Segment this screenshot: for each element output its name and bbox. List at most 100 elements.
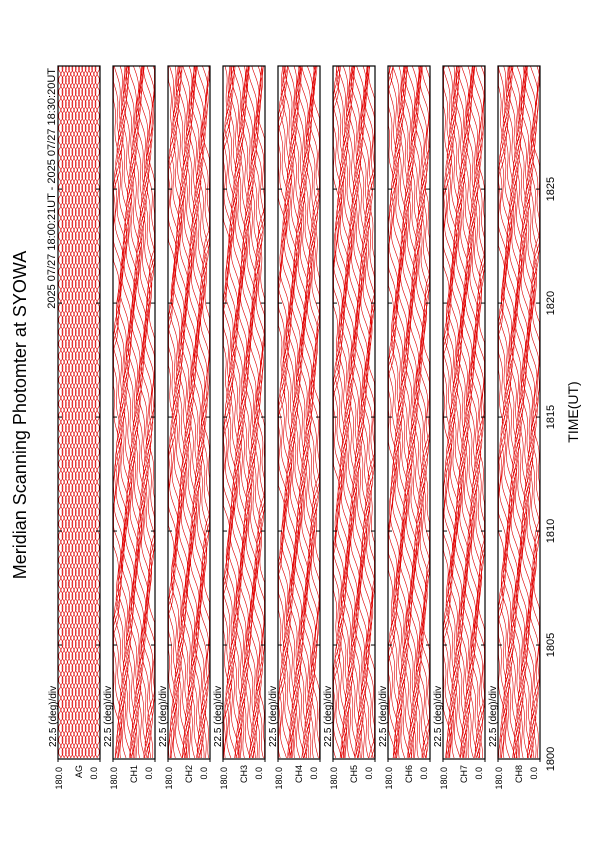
trace xyxy=(234,65,246,759)
panel-frame xyxy=(497,65,541,760)
trace xyxy=(354,65,366,759)
trace xyxy=(168,65,178,759)
x-tick-label: 1800 xyxy=(545,747,557,771)
trace xyxy=(365,65,375,759)
trace xyxy=(198,65,210,759)
trace xyxy=(514,65,526,759)
trace xyxy=(124,65,136,759)
trace xyxy=(410,65,423,759)
trace xyxy=(294,65,306,759)
panel-frame xyxy=(277,65,321,760)
trace xyxy=(402,65,414,759)
y-tick-label: 0.0 xyxy=(309,767,319,780)
trace xyxy=(142,65,154,759)
trace xyxy=(527,65,539,759)
trace xyxy=(459,65,471,759)
trace xyxy=(502,66,515,759)
y-tick-label: 0.0 xyxy=(529,767,539,780)
trace xyxy=(498,65,509,759)
x-tick-label: 1825 xyxy=(545,177,557,201)
trace xyxy=(400,65,413,759)
trace xyxy=(187,65,199,759)
trace xyxy=(444,65,456,759)
panel-name: CH6 xyxy=(404,765,414,783)
trace xyxy=(93,66,97,759)
trace xyxy=(252,66,264,759)
trace xyxy=(455,65,468,759)
trace xyxy=(174,65,186,759)
trace xyxy=(347,65,359,758)
trace xyxy=(247,65,259,759)
trace xyxy=(415,65,427,758)
trace xyxy=(335,65,348,759)
trace xyxy=(523,65,536,759)
trace xyxy=(140,65,153,759)
trace xyxy=(392,65,404,759)
panel-note: 22.5 (deg)/div xyxy=(433,686,444,747)
trace xyxy=(463,65,476,759)
panel-name: AG xyxy=(74,765,84,778)
trace xyxy=(144,65,155,759)
trace xyxy=(242,65,254,759)
trace xyxy=(73,66,77,759)
trace xyxy=(243,65,256,759)
trace xyxy=(298,65,311,759)
trace xyxy=(70,66,74,759)
trace xyxy=(409,65,421,759)
y-tick-label: 180.0 xyxy=(494,767,504,790)
trace xyxy=(388,65,400,759)
panel-note: 22.5 (deg)/div xyxy=(488,686,499,747)
trace xyxy=(472,65,484,759)
trace xyxy=(467,65,479,759)
trace xyxy=(407,65,419,759)
trace xyxy=(334,65,346,759)
trace xyxy=(303,65,316,759)
trace xyxy=(289,65,301,759)
y-tick-label: 180.0 xyxy=(384,767,394,790)
trace xyxy=(297,65,309,759)
trace xyxy=(345,65,358,759)
trace xyxy=(452,65,464,759)
traces xyxy=(333,65,375,759)
trace xyxy=(249,65,261,759)
trace xyxy=(499,65,511,759)
trace xyxy=(388,65,396,759)
trace xyxy=(475,65,485,759)
traces xyxy=(443,65,485,759)
trace xyxy=(250,65,263,759)
x-tick-label: 1820 xyxy=(545,291,557,315)
y-tick-label: 0.0 xyxy=(89,767,99,780)
trace xyxy=(230,65,243,759)
panel-frame xyxy=(332,65,376,760)
y-tick-label: 0.0 xyxy=(199,767,209,780)
trace xyxy=(460,65,473,758)
chart-title: Meridian Scanning Photomter at SYOWA xyxy=(10,251,30,579)
trace xyxy=(193,65,206,759)
trace xyxy=(462,66,474,759)
trace xyxy=(255,65,265,759)
y-tick-label: 0.0 xyxy=(474,767,484,780)
trace xyxy=(180,65,193,759)
trace xyxy=(130,65,143,759)
x-axis-label: TIME(UT) xyxy=(565,381,581,442)
traces xyxy=(113,65,155,759)
trace xyxy=(113,66,123,759)
trace xyxy=(253,65,265,759)
trace xyxy=(397,65,410,759)
trace xyxy=(417,65,429,759)
trace xyxy=(184,65,196,759)
trace xyxy=(515,65,528,759)
trace xyxy=(333,65,343,759)
traces xyxy=(388,65,430,759)
panel-name: CH5 xyxy=(349,765,359,783)
trace xyxy=(229,65,241,759)
traces xyxy=(498,65,540,759)
chart-subtitle: 2025 07/27 18:00:21UT - 2025 07/27 18:30… xyxy=(46,68,58,309)
trace xyxy=(468,66,481,759)
panel-note: 22.5 (deg)/div xyxy=(48,686,59,747)
trace xyxy=(179,65,191,758)
traces xyxy=(278,65,320,759)
trace xyxy=(520,65,533,758)
trace xyxy=(125,65,138,759)
trace xyxy=(63,66,67,759)
